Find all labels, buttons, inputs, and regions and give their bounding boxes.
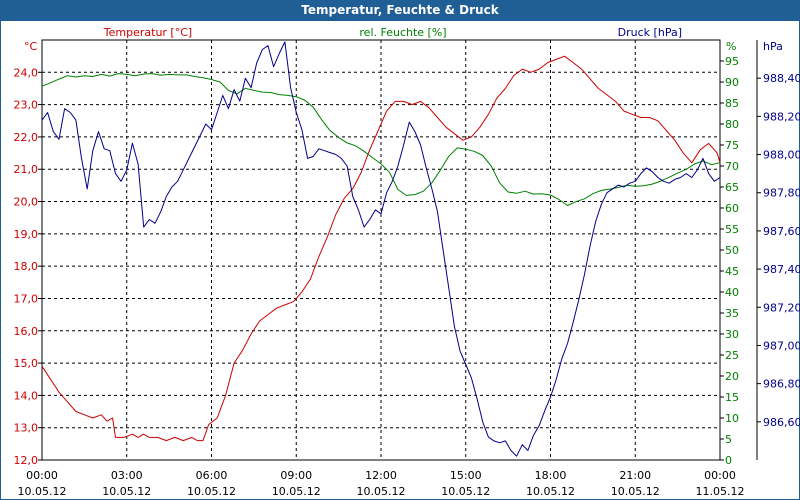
temp-tick-2: 14,0 bbox=[14, 389, 39, 402]
x-tick-date-6: 10.05.12 bbox=[526, 485, 575, 498]
temp-axis-label: Temperatur [°C] bbox=[103, 26, 192, 39]
x-tick-date-7: 10.05.12 bbox=[611, 485, 660, 498]
x-tick-time-0: 00:00 bbox=[26, 469, 58, 482]
pressure-axis-label: Druck [hPa] bbox=[618, 26, 682, 39]
humidity-tick-1: 5 bbox=[725, 433, 732, 446]
temperature-line bbox=[41, 55, 721, 442]
humidity-unit: % bbox=[726, 40, 736, 53]
axis-ticks: 00:00 10.05.12 03:00 10.05.12 06:00 10.05.12 0… bbox=[14, 40, 800, 498]
temp-tick-10: 22,0 bbox=[14, 131, 39, 144]
x-tick-date-1: 10.05.12 bbox=[102, 485, 151, 498]
pressure-tick-6: 987,80 bbox=[763, 187, 800, 200]
humidity-tick-6: 30 bbox=[725, 328, 739, 341]
humidity-tick-16: 80 bbox=[725, 118, 739, 131]
humidity-tick-10: 50 bbox=[725, 244, 739, 257]
grid-lines bbox=[42, 40, 720, 460]
humidity-tick-14: 70 bbox=[725, 160, 739, 173]
humidity-tick-5: 25 bbox=[725, 349, 739, 362]
humidity-tick-15: 75 bbox=[725, 139, 739, 152]
x-tick-time-4: 12:00 bbox=[365, 469, 397, 482]
pressure-tick-9: 988,40 bbox=[763, 72, 800, 85]
pressure-tick-3: 987,20 bbox=[763, 301, 800, 314]
pressure-line bbox=[41, 41, 721, 457]
x-tick-date-4: 10.05.12 bbox=[357, 485, 406, 498]
humidity-tick-19: 95 bbox=[725, 55, 739, 68]
x-tick-date-3: 10.05.12 bbox=[272, 485, 321, 498]
x-tick-date-0: 10.05.12 bbox=[18, 485, 67, 498]
humidity-tick-2: 10 bbox=[725, 412, 739, 425]
temp-tick-7: 19,0 bbox=[14, 228, 39, 241]
pressure-tick-0: 986,60 bbox=[763, 416, 800, 429]
humidity-line bbox=[41, 73, 721, 206]
pressure-tick-5: 987,60 bbox=[763, 225, 800, 238]
humidity-tick-3: 15 bbox=[725, 391, 739, 404]
humidity-tick-12: 60 bbox=[725, 202, 739, 215]
x-tick-time-7: 21:00 bbox=[619, 469, 651, 482]
humidity-tick-8: 40 bbox=[725, 286, 739, 299]
humidity-tick-4: 20 bbox=[725, 370, 739, 383]
temp-tick-4: 16,0 bbox=[14, 325, 39, 338]
pressure-tick-2: 987,00 bbox=[763, 339, 800, 352]
x-tick-date-8: 11.05.12 bbox=[696, 485, 745, 498]
temp-tick-8: 20,0 bbox=[14, 196, 39, 209]
x-tick-date-2: 10.05.12 bbox=[187, 485, 236, 498]
humidity-tick-13: 65 bbox=[725, 181, 739, 194]
temp-unit: °C bbox=[24, 40, 38, 53]
temp-tick-12: 24,0 bbox=[14, 66, 39, 79]
pressure-tick-7: 988,00 bbox=[763, 149, 800, 162]
humidity-tick-11: 55 bbox=[725, 223, 739, 236]
humidity-tick-17: 85 bbox=[725, 97, 739, 110]
humidity-tick-7: 35 bbox=[725, 307, 739, 320]
x-tick-time-2: 06:00 bbox=[196, 469, 228, 482]
humidity-axis-label: rel. Feuchte [%] bbox=[359, 26, 446, 39]
temp-tick-5: 17,0 bbox=[14, 292, 39, 305]
pressure-unit: hPa bbox=[763, 40, 783, 53]
pressure-tick-8: 988,20 bbox=[763, 110, 800, 123]
pressure-tick-4: 987,40 bbox=[763, 263, 800, 276]
x-tick-time-3: 09:00 bbox=[280, 469, 312, 482]
axis-labels: °C Temperatur [°C] rel. Feuchte [%]% Druck … bbox=[24, 26, 783, 53]
humidity-tick-9: 45 bbox=[725, 265, 739, 278]
series-layer bbox=[41, 41, 721, 457]
x-tick-time-1: 03:00 bbox=[111, 469, 143, 482]
x-tick-time-6: 18:00 bbox=[535, 469, 567, 482]
temp-tick-0: 12,0 bbox=[14, 454, 39, 467]
pressure-tick-1: 986,80 bbox=[763, 378, 800, 391]
x-tick-time-5: 15:00 bbox=[450, 469, 482, 482]
temp-tick-3: 15,0 bbox=[14, 357, 39, 370]
x-tick-date-5: 10.05.12 bbox=[441, 485, 490, 498]
temp-tick-6: 18,0 bbox=[14, 260, 39, 273]
humidity-tick-0: 0 bbox=[725, 454, 732, 467]
temp-tick-1: 13,0 bbox=[14, 422, 39, 435]
humidity-tick-18: 90 bbox=[725, 76, 739, 89]
temp-tick-9: 21,0 bbox=[14, 163, 39, 176]
x-tick-time-8: 00:00 bbox=[704, 469, 736, 482]
window-title: Temperatur, Feuchte & Druck bbox=[0, 0, 800, 21]
temp-tick-11: 23,0 bbox=[14, 99, 39, 112]
